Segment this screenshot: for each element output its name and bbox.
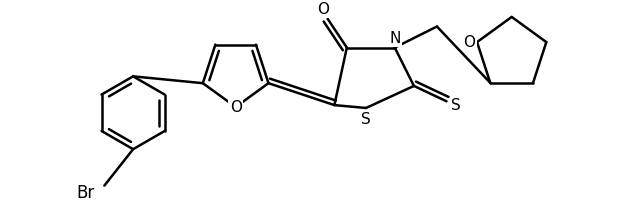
Text: Br: Br (76, 184, 94, 202)
Text: O: O (317, 2, 329, 17)
Text: S: S (451, 98, 461, 113)
Text: O: O (230, 100, 242, 114)
Text: N: N (389, 30, 401, 46)
Text: S: S (361, 112, 371, 127)
Text: O: O (463, 35, 476, 50)
